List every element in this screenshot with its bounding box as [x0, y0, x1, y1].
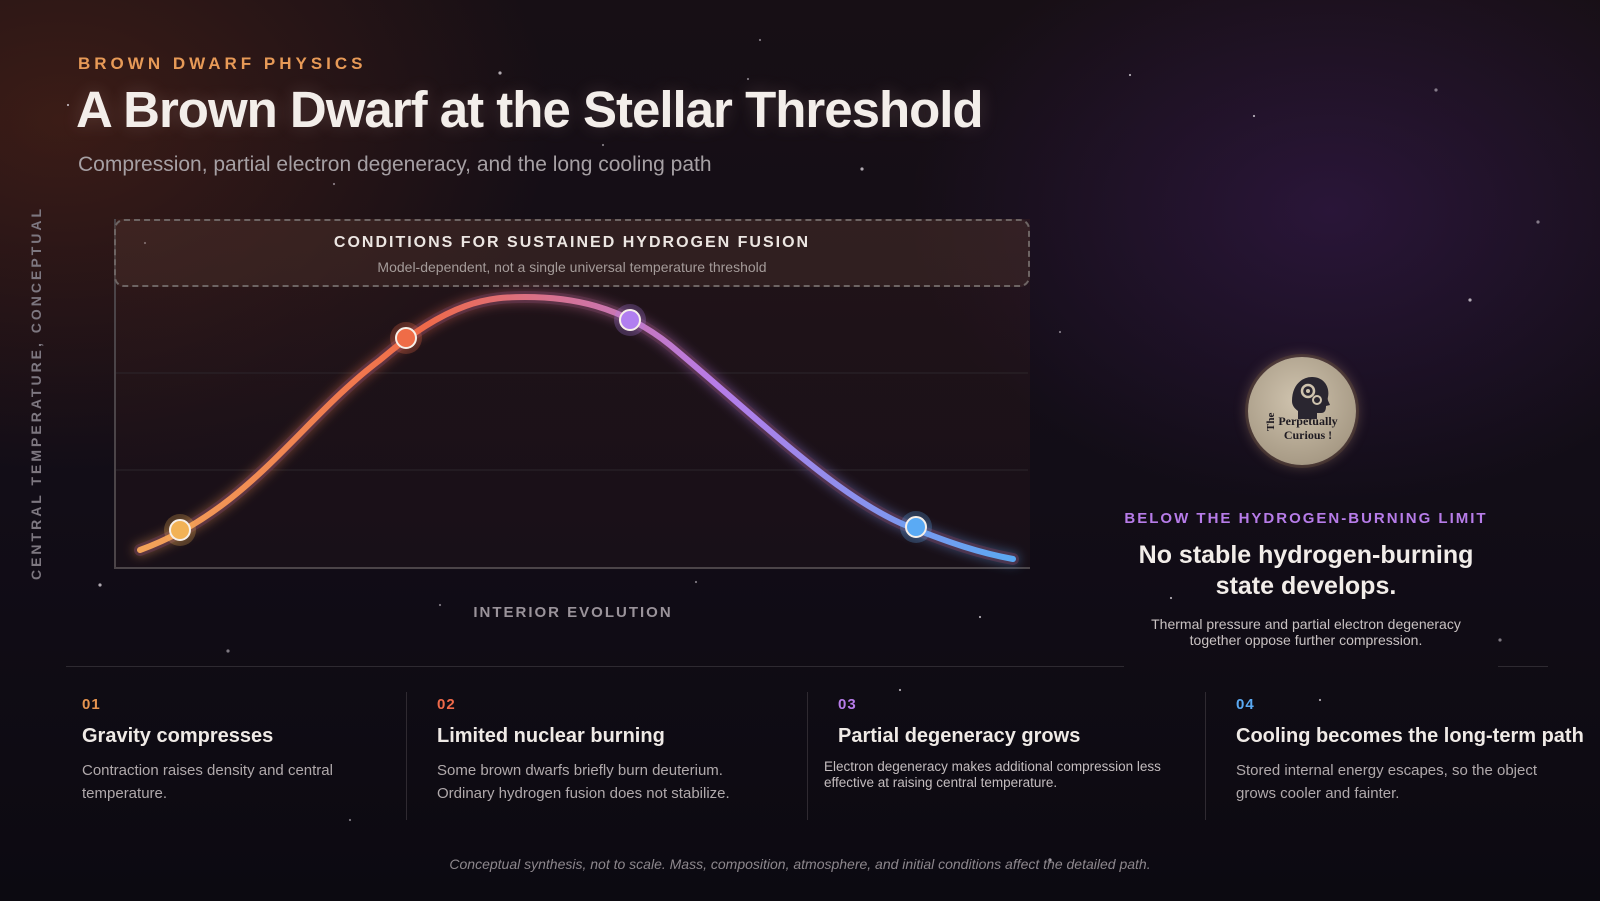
- page-title: A Brown Dwarf at the Stellar Threshold: [76, 81, 984, 138]
- step-title: Cooling becomes the long-term path: [1236, 725, 1584, 747]
- step-number: 02: [437, 696, 456, 713]
- fusion-threshold-band: CONDITIONS FOR SUSTAINED HYDROGEN FUSION…: [114, 219, 1030, 287]
- section-divider: [66, 666, 1124, 667]
- curve-halo: [134, 290, 1019, 565]
- stage-marker-04: [905, 516, 927, 538]
- side-panel-body: Thermal pressure and partial electron de…: [1151, 616, 1461, 648]
- step-text: Stored internal energy escapes, so the o…: [1236, 762, 1538, 802]
- step-text: Contraction raises density and central t…: [82, 762, 333, 802]
- step-number: 03: [838, 696, 857, 713]
- page-subtitle: Compression, partial electron degeneracy…: [78, 153, 712, 176]
- section-eyebrow: BROWN DWARF PHYSICS: [78, 54, 367, 73]
- section-divider: [1498, 666, 1548, 667]
- stage-marker-03: [619, 309, 641, 331]
- step-title: Gravity compresses: [82, 725, 274, 747]
- step-title: Limited nuclear burning: [437, 725, 665, 747]
- step-card-3: 03 Partial degeneracy grows Electron deg…: [824, 696, 1174, 791]
- step-title: Partial degeneracy grows: [838, 725, 1081, 747]
- side-panel-eyebrow: BELOW THE HYDROGEN-BURNING LIMIT: [1124, 510, 1488, 527]
- step-card-4: 04 Cooling becomes the long-term path St…: [1236, 696, 1596, 805]
- head-gear-icon: The Perpetually Curious !: [1265, 377, 1338, 442]
- svg-text:Perpetually: Perpetually: [1278, 414, 1337, 428]
- x-axis-label: INTERIOR EVOLUTION: [473, 604, 673, 621]
- step-text: Some brown dwarfs briefly burn deuterium…: [437, 762, 730, 802]
- step-number: 01: [82, 696, 101, 713]
- step-separator: [406, 692, 407, 820]
- step-separator: [1205, 692, 1206, 820]
- stage-marker-01: [169, 519, 191, 541]
- step-separator: [807, 692, 808, 820]
- step-text: Electron degeneracy makes additional com…: [824, 759, 1161, 790]
- step-card-2: 02 Limited nuclear burning Some brown dw…: [437, 696, 767, 805]
- side-panel-headline: No stable hydrogen-burning state develop…: [1138, 541, 1474, 600]
- footnote: Conceptual synthesis, not to scale. Mass…: [449, 856, 1151, 872]
- svg-text:The: The: [1265, 413, 1277, 431]
- channel-logo: The Perpetually Curious !: [1248, 357, 1356, 465]
- svg-text:Curious !: Curious !: [1284, 428, 1332, 442]
- step-card-1: 01 Gravity compresses Contraction raises…: [82, 696, 372, 805]
- step-number: 04: [1236, 696, 1255, 713]
- fusion-band-note: Model-dependent, not a single universal …: [377, 259, 767, 275]
- fusion-band-title: CONDITIONS FOR SUSTAINED HYDROGEN FUSION: [333, 234, 811, 251]
- stage-marker-02: [395, 327, 417, 349]
